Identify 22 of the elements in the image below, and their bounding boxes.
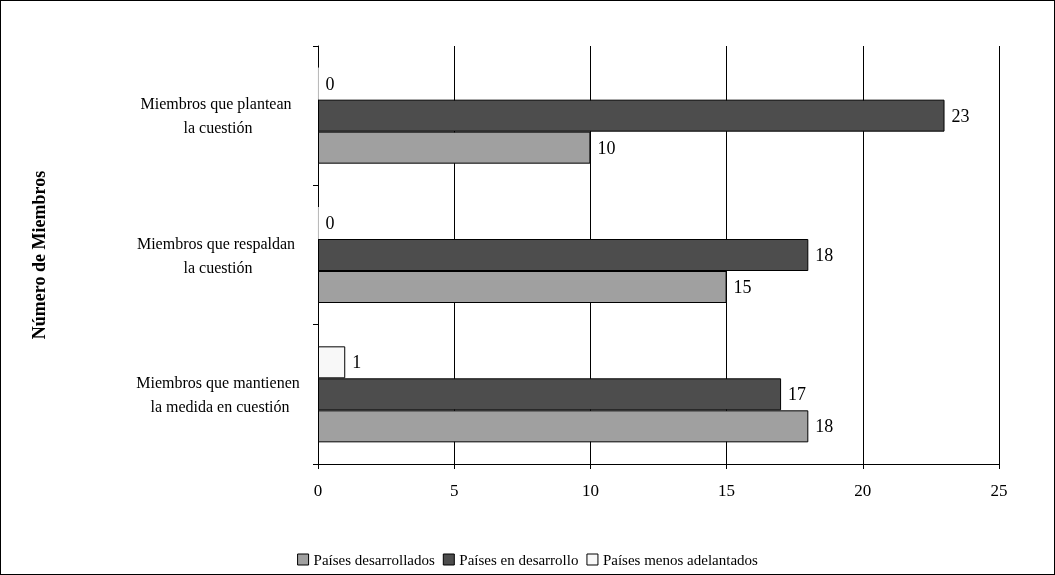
x-tick-label: 0: [313, 481, 323, 500]
data-label: 18: [815, 245, 834, 265]
data-label: 10: [597, 137, 616, 158]
data-label: 15: [733, 277, 752, 297]
x-tick-label: 25: [990, 481, 1008, 500]
y-tick-label: Miembros que mantienen la medida en cuestión: [136, 373, 300, 415]
x-tick-label: 15: [718, 481, 736, 500]
data-label: 0: [325, 73, 335, 94]
legend-label: Países desarrollados: [313, 551, 435, 568]
x-tick-label: 20: [854, 481, 872, 500]
y-axis-title: Número de Miembros: [29, 170, 49, 340]
data-label: 23: [951, 105, 970, 126]
legend-label: Países en desarrollo: [459, 551, 579, 568]
data-label: 18: [815, 416, 834, 437]
data-label: 17: [788, 384, 807, 405]
legend-label: Países menos adelantados: [602, 551, 759, 568]
x-tick-label: 5: [449, 481, 459, 500]
y-tick-label: Miembros que plantean la cuestión: [140, 95, 296, 137]
x-tick-label: 10: [581, 481, 599, 500]
data-label: 1: [352, 352, 362, 373]
data-label: 0: [325, 213, 335, 233]
y-tick-label: Miembros que respaldan la cuestión: [136, 234, 300, 276]
